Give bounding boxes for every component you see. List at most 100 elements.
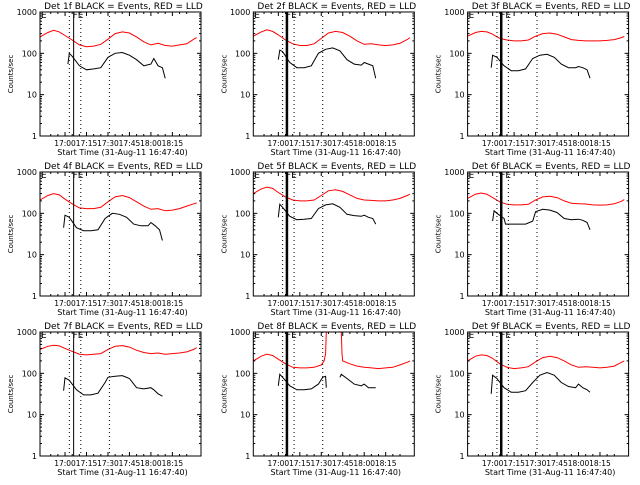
series-line-events xyxy=(63,212,163,241)
series-line-lld xyxy=(39,193,197,212)
marker-label-fe: FE xyxy=(286,331,297,341)
y-tick-label: 10 xyxy=(454,251,464,260)
x-tick-label: 17:30 xyxy=(525,139,547,148)
marker-label-e: E xyxy=(41,331,47,341)
y-axis-label: Counts/sec xyxy=(220,215,228,254)
plot-frame xyxy=(467,331,630,457)
marker-label-e: E xyxy=(469,171,475,181)
x-tick-label: 17:30 xyxy=(97,459,119,468)
y-tick-label: 1 xyxy=(32,132,37,141)
series-line-events xyxy=(277,47,377,79)
chart-panel-8: Det 8f BLACK = Events, RED = LLD 1 10 100 10… xyxy=(220,322,416,477)
marker-label-fe: FE xyxy=(73,331,84,341)
x-tick-label: 17:45 xyxy=(332,139,354,148)
y-tick-label: 100 xyxy=(235,49,250,58)
x-tick-label: 17:45 xyxy=(546,299,568,308)
chart-panel-9: Det 9f BLACK = Events, RED = LLD 1 10 100 10… xyxy=(435,322,631,477)
y-tick-label: 1 xyxy=(460,292,465,301)
y-tick-label: 10 xyxy=(240,411,250,420)
x-tick-label: 18:15 xyxy=(375,459,397,468)
x-tick-label: 17:45 xyxy=(332,459,354,468)
chart-panel-3: Det 3f BLACK = Events, RED = LLD 1 10 100 10… xyxy=(435,2,631,157)
x-tick-label: 17:15 xyxy=(289,139,311,148)
x-tick-label: 18:00 xyxy=(568,459,590,468)
y-axis-label: Counts/sec xyxy=(435,215,443,254)
y-tick-label: 1000 xyxy=(444,8,464,17)
x-tick-label: 18:15 xyxy=(375,139,397,148)
x-tick-label: 17:15 xyxy=(76,299,98,308)
series-line-lld xyxy=(39,29,197,48)
y-tick-label: 1 xyxy=(32,292,37,301)
y-tick-label: 1 xyxy=(460,452,465,461)
x-tick-label: 17:00 xyxy=(482,139,504,148)
chart-panel-5: Det 5f BLACK = Events, RED = LLD 1 10 100 10… xyxy=(220,162,416,317)
x-tick-label: 17:00 xyxy=(54,459,76,468)
marker-label-e: E xyxy=(469,11,475,21)
x-tick-label: 17:15 xyxy=(503,139,525,148)
y-tick-label: 100 xyxy=(449,49,464,58)
x-tick-label: 17:45 xyxy=(546,459,568,468)
y-tick-label: 10 xyxy=(454,411,464,420)
series-line-events xyxy=(277,203,377,225)
y-tick-label: 1000 xyxy=(17,328,37,337)
chart-title: Det 5f BLACK = Events, RED = LLD xyxy=(257,162,416,172)
y-tick-label: 1 xyxy=(245,292,250,301)
x-tick-label: 18:15 xyxy=(589,299,611,308)
y-tick-label: 1 xyxy=(32,452,37,461)
x-tick-label: 17:15 xyxy=(503,459,525,468)
marker-label-fe: FE xyxy=(73,11,84,21)
y-tick-label: 1000 xyxy=(230,8,250,17)
series-line-events xyxy=(67,51,166,79)
chart-title: Det 4f BLACK = Events, RED = LLD xyxy=(44,162,203,172)
chart-title: Det 6f BLACK = Events, RED = LLD xyxy=(472,162,631,172)
y-tick-label: 1000 xyxy=(17,8,37,17)
x-tick-label: 17:30 xyxy=(525,299,547,308)
marker-label-e: E xyxy=(41,171,47,181)
y-tick-label: 10 xyxy=(240,91,250,100)
plot-frame xyxy=(252,11,415,137)
x-tick-label: 17:00 xyxy=(268,299,290,308)
x-axis-label: Start Time (31-Aug-11 16:47:40) xyxy=(57,468,188,477)
series-line-lld xyxy=(467,354,625,370)
chart-title: Det 8f BLACK = Events, RED = LLD xyxy=(257,322,416,332)
marker-label-fe: FE xyxy=(500,11,511,21)
chart-panel-6: Det 6f BLACK = Events, RED = LLD 1 10 100 10… xyxy=(435,162,631,317)
x-tick-label: 17:30 xyxy=(97,139,119,148)
marker-label-e: E xyxy=(254,11,260,21)
x-tick-label: 17:00 xyxy=(268,459,290,468)
y-tick-label: 10 xyxy=(27,411,37,420)
plot-frame xyxy=(39,11,202,137)
x-tick-label: 17:30 xyxy=(310,459,332,468)
y-tick-label: 1 xyxy=(245,452,250,461)
y-tick-label: 1000 xyxy=(444,168,464,177)
x-tick-label: 17:15 xyxy=(76,139,98,148)
plot-frame xyxy=(467,171,630,297)
x-axis-label: Start Time (31-Aug-11 16:47:40) xyxy=(57,308,188,317)
plot-frame xyxy=(252,171,415,297)
y-tick-label: 10 xyxy=(240,251,250,260)
plot-frame xyxy=(39,171,202,297)
series-line-lld xyxy=(39,344,197,356)
chart-panel-4: Det 4f BLACK = Events, RED = LLD 1 10 100 10… xyxy=(7,162,203,317)
series-line-lld xyxy=(467,30,625,42)
x-tick-label: 17:15 xyxy=(503,299,525,308)
y-tick-label: 10 xyxy=(454,91,464,100)
chart-panel-1: Det 1f BLACK = Events, RED = LLD 1 10 100 10… xyxy=(7,2,203,157)
x-tick-label: 18:00 xyxy=(353,459,375,468)
series-line-lld xyxy=(467,192,625,206)
y-tick-label: 100 xyxy=(235,209,250,218)
chart-title: Det 7f BLACK = Events, RED = LLD xyxy=(44,322,203,332)
y-tick-label: 100 xyxy=(235,369,250,378)
x-tick-label: 17:00 xyxy=(54,139,76,148)
y-tick-label: 100 xyxy=(449,209,464,218)
chart-title: Det 2f BLACK = Events, RED = LLD xyxy=(257,2,416,12)
x-tick-label: 17:30 xyxy=(525,459,547,468)
x-tick-label: 17:45 xyxy=(119,139,141,148)
x-axis-label: Start Time (31-Aug-11 16:47:40) xyxy=(57,148,188,157)
x-axis-label: Start Time (31-Aug-11 16:47:40) xyxy=(271,468,402,477)
x-tick-label: 18:00 xyxy=(140,299,162,308)
chart-title: Det 9f BLACK = Events, RED = LLD xyxy=(472,322,631,332)
marker-label-e: E xyxy=(254,331,260,341)
